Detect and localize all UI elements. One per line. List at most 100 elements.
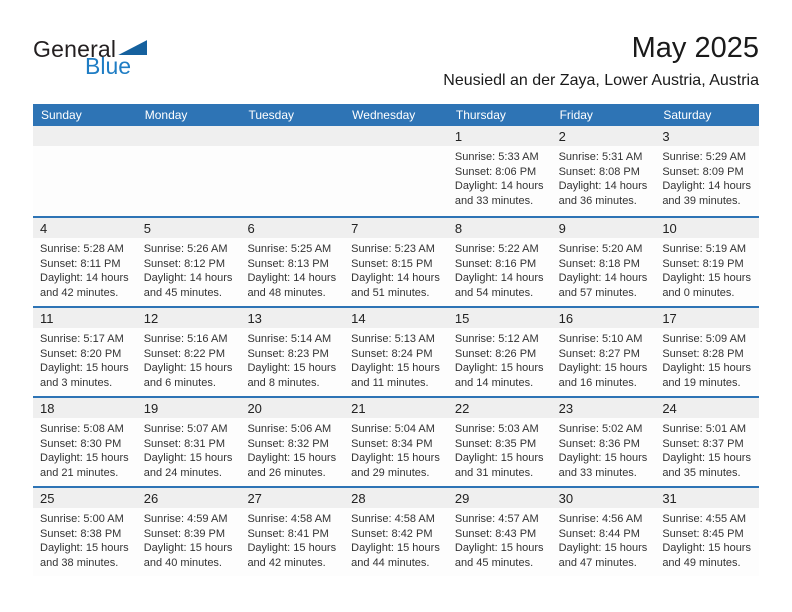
day-number-band: 24: [655, 398, 760, 418]
day-number-band: 26: [136, 488, 241, 508]
daylight-text-line2: and 29 minutes.: [351, 466, 430, 479]
daylight-text-line2: and 48 minutes.: [247, 286, 326, 299]
day-number-band: 13: [240, 308, 345, 328]
calendar-empty-cell: [136, 126, 241, 216]
sunrise-text: Sunrise: 5:22 AM: [454, 243, 539, 255]
page-title: May 2025: [631, 32, 759, 64]
day-number-band: 12: [136, 308, 241, 328]
logo-text-general: General: [33, 36, 117, 62]
daylight-text-line2: and 44 minutes.: [351, 556, 430, 569]
day-details: Sunrise: 5:03 AM Sunset: 8:35 PM Daylight:…: [448, 418, 552, 480]
daylight-text-line2: and 14 minutes.: [454, 376, 534, 389]
day-number-band: 5: [136, 218, 241, 238]
daylight-text-line2: and 8 minutes.: [247, 376, 320, 389]
sunrise-text: Sunrise: 4:57 AM: [454, 513, 539, 525]
sunset-text: Sunset: 8:30 PM: [40, 437, 122, 450]
day-details: Sunrise: 4:55 AM Sunset: 8:45 PM Daylight:…: [655, 508, 759, 570]
day-number-band: 17: [655, 308, 760, 328]
daylight-text-line2: and 0 minutes.: [662, 286, 735, 299]
daylight-text-line1: Daylight: 15 hours: [247, 452, 337, 464]
daylight-text-line1: Daylight: 15 hours: [143, 362, 233, 374]
daylight-text-line2: and 35 minutes.: [662, 466, 741, 479]
sunset-text: Sunset: 8:27 PM: [558, 347, 640, 360]
sunset-text: Sunset: 8:13 PM: [247, 257, 329, 270]
sunrise-text: Sunrise: 5:14 AM: [247, 333, 332, 345]
day-number-band: 30: [551, 488, 656, 508]
day-details: Sunrise: 5:14 AM Sunset: 8:23 PM Daylight:…: [240, 328, 344, 390]
calendar-day-cell: 18 Sunrise: 5:08 AM Sunset: 8:30 PM Dayligh…: [33, 398, 137, 486]
day-details: Sunrise: 5:19 AM Sunset: 8:19 PM Daylight:…: [655, 238, 759, 300]
calendar-day-cell: 20 Sunrise: 5:06 AM Sunset: 8:32 PM Dayligh…: [240, 398, 345, 486]
sunset-text: Sunset: 8:37 PM: [662, 437, 744, 450]
logo-text-blue: Blue: [85, 53, 132, 79]
day-number-band: 11: [33, 308, 137, 328]
calendar-day-cell: 25 Sunrise: 5:00 AM Sunset: 8:38 PM Dayligh…: [33, 488, 137, 576]
daylight-text-line1: Daylight: 15 hours: [662, 452, 751, 464]
daylight-text-line1: Daylight: 15 hours: [143, 452, 233, 464]
day-details: Sunrise: 5:07 AM Sunset: 8:31 PM Daylight:…: [137, 418, 241, 480]
daylight-text-line2: and 47 minutes.: [558, 556, 637, 569]
sunrise-text: Sunrise: 4:56 AM: [558, 513, 643, 525]
daylight-text-line1: Daylight: 14 hours: [558, 180, 648, 192]
calendar-day-cell: 9 Sunrise: 5:20 AM Sunset: 8:18 PM Daylight…: [551, 218, 656, 306]
sunset-text: Sunset: 8:41 PM: [247, 527, 329, 540]
day-number-band: [136, 126, 241, 146]
daylight-text-line2: and 42 minutes.: [247, 556, 326, 569]
sunrise-text: Sunrise: 5:29 AM: [662, 151, 747, 163]
calendar-day-cell: 6 Sunrise: 5:25 AM Sunset: 8:13 PM Daylight…: [240, 218, 345, 306]
day-number-band: 18: [33, 398, 137, 418]
sunset-text: Sunset: 8:45 PM: [662, 527, 744, 540]
sunrise-text: Sunrise: 5:25 AM: [247, 243, 332, 255]
day-number-band: 25: [33, 488, 137, 508]
day-details: Sunrise: 5:17 AM Sunset: 8:20 PM Daylight:…: [33, 328, 137, 390]
sunset-text: Sunset: 8:15 PM: [351, 257, 433, 270]
sunset-text: Sunset: 8:28 PM: [662, 347, 744, 360]
calendar-day-cell: 24 Sunrise: 5:01 AM Sunset: 8:37 PM Dayligh…: [655, 398, 760, 486]
day-details: Sunrise: 5:26 AM Sunset: 8:12 PM Daylight:…: [137, 238, 241, 300]
daylight-text-line2: and 42 minutes.: [40, 286, 119, 299]
day-details: Sunrise: 5:25 AM Sunset: 8:13 PM Daylight:…: [240, 238, 344, 300]
daylight-text-line1: Daylight: 15 hours: [247, 542, 337, 554]
calendar-day-cell: 10 Sunrise: 5:19 AM Sunset: 8:19 PM Dayligh…: [655, 218, 760, 306]
daylight-text-line2: and 49 minutes.: [662, 556, 741, 569]
day-number-band: 9: [551, 218, 656, 238]
day-details: Sunrise: 5:02 AM Sunset: 8:36 PM Daylight:…: [552, 418, 656, 480]
daylight-text-line1: Daylight: 14 hours: [662, 180, 751, 192]
day-number-band: 4: [33, 218, 137, 238]
day-number-band: 15: [447, 308, 552, 328]
daylight-text-line1: Daylight: 15 hours: [351, 542, 440, 554]
day-details: Sunrise: 4:57 AM Sunset: 8:43 PM Daylight:…: [448, 508, 552, 570]
daylight-text-line1: Daylight: 14 hours: [454, 180, 544, 192]
sunrise-text: Sunrise: 5:06 AM: [247, 423, 332, 435]
sunrise-text: Sunrise: 5:08 AM: [40, 423, 124, 435]
calendar-day-cell: 1 Sunrise: 5:33 AM Sunset: 8:06 PM Daylight…: [447, 126, 552, 216]
calendar-day-cell: 23 Sunrise: 5:02 AM Sunset: 8:36 PM Dayligh…: [551, 398, 656, 486]
sunrise-text: Sunrise: 5:10 AM: [558, 333, 643, 345]
sunrise-text: Sunrise: 5:02 AM: [558, 423, 643, 435]
sunset-text: Sunset: 8:35 PM: [454, 437, 537, 450]
calendar-week-row: 4 Sunrise: 5:28 AM Sunset: 8:11 PM Daylight…: [33, 216, 760, 306]
sunset-text: Sunset: 8:36 PM: [558, 437, 640, 450]
weekday-header-friday: Friday: [559, 108, 593, 122]
calendar-day-cell: 28 Sunrise: 4:58 AM Sunset: 8:42 PM Dayligh…: [344, 488, 448, 576]
sunset-text: Sunset: 8:12 PM: [143, 257, 226, 270]
daylight-text-line1: Daylight: 15 hours: [454, 452, 544, 464]
daylight-text-line2: and 40 minutes.: [143, 556, 222, 569]
sunset-text: Sunset: 8:43 PM: [454, 527, 537, 540]
sunset-text: Sunset: 8:42 PM: [351, 527, 433, 540]
daylight-text-line2: and 26 minutes.: [247, 466, 326, 479]
weekday-header-tuesday: Tuesday: [248, 108, 295, 122]
day-number-band: 14: [344, 308, 448, 328]
calendar-day-cell: 30 Sunrise: 4:56 AM Sunset: 8:44 PM Dayligh…: [551, 488, 656, 576]
sunrise-text: Sunrise: 5:19 AM: [662, 243, 747, 255]
daylight-text-line2: and 21 minutes.: [40, 466, 119, 479]
daylight-text-line1: Daylight: 15 hours: [558, 542, 648, 554]
calendar-empty-cell: [240, 126, 345, 216]
sunrise-text: Sunrise: 5:00 AM: [40, 513, 124, 525]
day-number-band: 31: [655, 488, 760, 508]
sunset-text: Sunset: 8:31 PM: [143, 437, 226, 450]
day-number-band: 19: [136, 398, 241, 418]
sunset-text: Sunset: 8:44 PM: [558, 527, 640, 540]
daylight-text-line1: Daylight: 15 hours: [454, 362, 544, 374]
calendar-empty-cell: [344, 126, 448, 216]
